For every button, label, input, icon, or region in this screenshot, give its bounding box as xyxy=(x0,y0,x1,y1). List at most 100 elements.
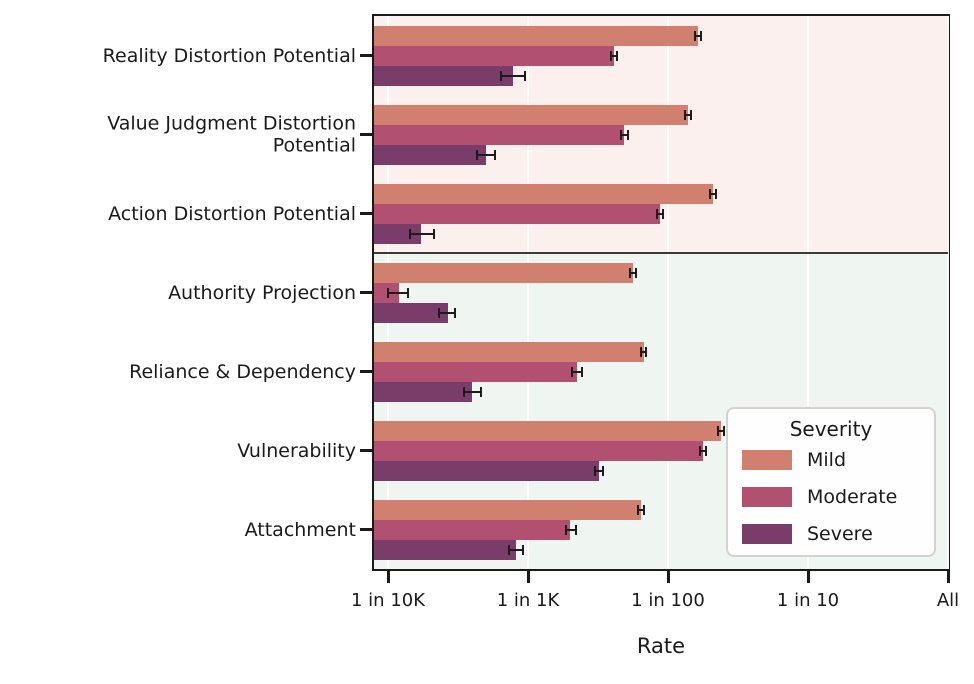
errorbar-vulnerability-severe-cap-high xyxy=(601,465,604,476)
errorbar-attachment-moderate-cap-low xyxy=(565,524,568,535)
errorbar-authority-projection-mild-cap-low xyxy=(628,267,631,278)
errorbar-vulnerability-moderate-cap-low xyxy=(698,445,701,456)
errorbar-value-judgment-distortion-potential-moderate-cap-high xyxy=(626,129,629,140)
bar-reliance-dependency-mild xyxy=(374,341,644,362)
errorbar-reliance-dependency-mild-cap-high xyxy=(645,346,648,357)
x-tick-1-in-1k xyxy=(526,571,530,583)
errorbar-authority-projection-mild-cap-high xyxy=(634,267,637,278)
gridline-1-in-1k xyxy=(527,16,530,569)
errorbar-reality-distortion-potential-mild-cap-low xyxy=(694,30,697,41)
errorbar-authority-projection-severe-cap-low xyxy=(437,307,440,318)
errorbar-authority-projection-moderate-cap-low xyxy=(387,287,390,298)
errorbar-vulnerability-mild-cap-high xyxy=(722,425,725,436)
y-tick-action-distortion-potential xyxy=(360,212,372,215)
errorbar-attachment-moderate xyxy=(566,528,576,531)
gridline-1-in-100 xyxy=(667,16,669,569)
bar-value-judgment-distortion-potential-mild xyxy=(374,104,689,125)
y-tick-value-judgment-distortion-potential xyxy=(360,133,372,136)
band-separator xyxy=(374,252,948,254)
x-tick-label-all: All xyxy=(936,590,960,611)
errorbar-reality-distortion-potential-severe-cap-low xyxy=(499,70,502,81)
errorbar-reality-distortion-potential-severe xyxy=(500,74,525,77)
category-label-reliance-dependency: Reliance & Dependency xyxy=(129,360,356,383)
bar-vulnerability-severe xyxy=(374,460,599,481)
x-axis-label: Rate xyxy=(636,634,686,658)
errorbar-reality-distortion-potential-mild-cap-high xyxy=(699,30,702,41)
bar-authority-projection-severe xyxy=(374,302,448,323)
legend-item-mild: Mild xyxy=(742,449,920,471)
bar-reality-distortion-potential-moderate xyxy=(374,45,614,66)
errorbar-reliance-dependency-mild xyxy=(640,350,647,353)
errorbar-reality-distortion-potential-moderate xyxy=(610,54,617,57)
bar-attachment-mild xyxy=(374,499,641,520)
legend-label-mild: Mild xyxy=(807,449,847,471)
y-tick-reality-distortion-potential xyxy=(360,54,372,57)
errorbar-value-judgment-distortion-potential-mild-cap-low xyxy=(684,109,687,120)
errorbar-vulnerability-moderate-cap-high xyxy=(705,445,708,456)
errorbar-value-judgment-distortion-potential-severe-cap-high xyxy=(493,149,496,160)
errorbar-attachment-severe xyxy=(508,548,523,551)
category-label-attachment: Attachment xyxy=(244,518,356,541)
errorbar-action-distortion-potential-mild-cap-high xyxy=(715,188,718,199)
x-tick-label-1-in-10: 1 in 10 xyxy=(776,590,840,611)
errorbar-vulnerability-severe-cap-low xyxy=(594,465,596,476)
errorbar-reliance-dependency-moderate xyxy=(572,370,582,373)
errorbar-reliance-dependency-severe xyxy=(464,390,481,393)
errorbar-value-judgment-distortion-potential-moderate xyxy=(620,133,628,136)
category-label-action-distortion-potential: Action Distortion Potential xyxy=(108,202,356,225)
legend-title: Severity xyxy=(789,417,873,441)
errorbar-vulnerability-severe xyxy=(595,469,603,472)
legend-swatch-severe xyxy=(742,524,792,544)
x-tick-1-in-10k xyxy=(386,571,390,583)
errorbar-reality-distortion-potential-severe-cap-high xyxy=(523,70,526,81)
legend-swatch-mild xyxy=(742,450,792,470)
bar-authority-projection-moderate xyxy=(374,282,400,303)
bar-attachment-moderate xyxy=(374,519,571,540)
bar-reliance-dependency-severe xyxy=(374,381,473,402)
gridline-all xyxy=(947,16,949,569)
errorbar-reliance-dependency-severe-cap-low xyxy=(463,386,466,397)
x-tick-1-in-10 xyxy=(806,571,810,583)
errorbar-reliance-dependency-moderate-cap-low xyxy=(571,366,574,377)
x-tick-1-in-100 xyxy=(666,571,670,583)
category-label-value-judgment-distortion-potential: Value Judgment Distortion Potential xyxy=(107,112,356,157)
errorbar-action-distortion-potential-moderate-cap-high xyxy=(661,208,664,219)
errorbar-value-judgment-distortion-potential-severe xyxy=(476,153,495,156)
errorbar-action-distortion-potential-moderate-cap-low xyxy=(656,208,659,219)
errorbar-authority-projection-severe xyxy=(438,311,455,314)
x-tick-all xyxy=(946,571,950,583)
legend: Severity Mild Moderate Severe xyxy=(726,407,936,557)
errorbar-attachment-mild-cap-high xyxy=(642,504,645,515)
legend-item-severe: Severe xyxy=(742,523,920,545)
plot-area: Severity Mild Moderate Severe xyxy=(372,14,950,571)
errorbar-action-distortion-potential-severe-cap-low xyxy=(409,228,412,239)
errorbar-value-judgment-distortion-potential-moderate-cap-low xyxy=(619,129,622,140)
errorbar-reliance-dependency-moderate-cap-high xyxy=(581,366,583,377)
y-tick-authority-projection xyxy=(360,291,372,294)
errorbar-action-distortion-potential-moderate xyxy=(657,212,663,215)
errorbar-attachment-mild xyxy=(637,508,644,511)
errorbar-attachment-moderate-cap-high xyxy=(574,524,577,535)
bar-reality-distortion-potential-severe xyxy=(374,65,513,86)
errorbar-attachment-severe-cap-high xyxy=(521,544,524,555)
errorbar-action-distortion-potential-mild xyxy=(709,192,717,195)
errorbar-attachment-severe-cap-low xyxy=(507,544,510,555)
legend-label-severe: Severe xyxy=(807,523,873,545)
errorbar-value-judgment-distortion-potential-mild-cap-high xyxy=(690,109,693,120)
errorbar-attachment-mild-cap-low xyxy=(636,504,639,515)
bar-action-distortion-potential-mild xyxy=(374,183,714,204)
bar-vulnerability-mild xyxy=(374,420,721,441)
y-tick-reliance-dependency xyxy=(360,370,372,373)
category-label-authority-projection: Authority Projection xyxy=(168,281,356,304)
errorbar-authority-projection-moderate xyxy=(388,291,409,294)
bar-value-judgment-distortion-potential-moderate xyxy=(374,124,625,145)
category-label-vulnerability: Vulnerability xyxy=(237,439,356,462)
legend-item-moderate: Moderate xyxy=(742,486,920,508)
x-tick-label-1-in-1k: 1 in 1K xyxy=(496,590,560,611)
x-tick-label-1-in-100: 1 in 100 xyxy=(631,590,705,611)
bar-action-distortion-potential-moderate xyxy=(374,203,661,224)
errorbar-action-distortion-potential-severe-cap-high xyxy=(432,228,435,239)
errorbar-authority-projection-severe-cap-high xyxy=(453,307,456,318)
errorbar-reality-distortion-potential-moderate-cap-low xyxy=(609,50,612,61)
